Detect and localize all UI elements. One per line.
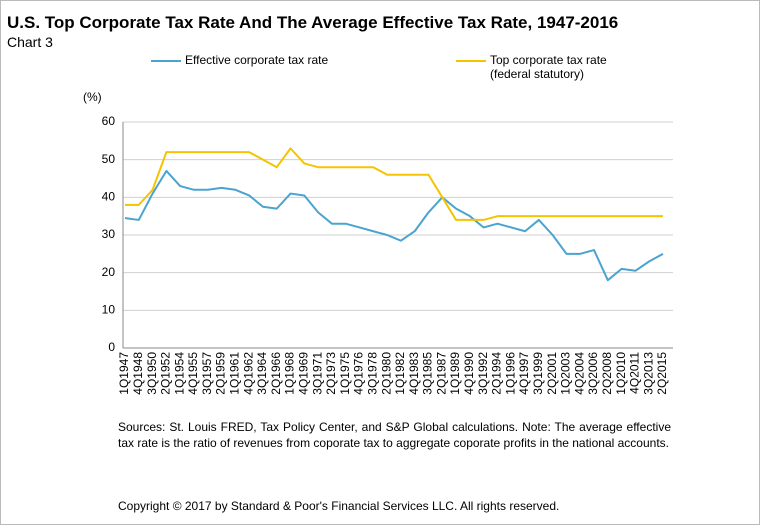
x-tick-label: 2Q1966	[269, 352, 283, 395]
legend-label: Top corporate tax rate (federal statutor…	[490, 53, 607, 81]
x-tick-label: 3Q1999	[531, 352, 545, 395]
legend-swatch	[151, 60, 181, 62]
source-note: Sources: St. Louis FRED, Tax Policy Cent…	[118, 420, 671, 450]
x-tick-label: 3Q2006	[586, 352, 600, 395]
x-tick-label: 2Q1973	[324, 352, 338, 395]
chart-subtitle: Chart 3	[7, 34, 53, 50]
x-tick-label: 3Q2013	[641, 352, 655, 395]
x-tick-label: 1Q1982	[393, 352, 407, 395]
y-tick-label: 0	[108, 340, 115, 354]
y-tick-label: 50	[102, 152, 116, 166]
x-tick-label: 2Q1952	[159, 352, 173, 395]
copyright: Copyright © 2017 by Standard & Poor's Fi…	[118, 499, 560, 513]
x-tick-label: 3Q1950	[145, 352, 159, 395]
y-tick-label: 20	[102, 265, 116, 279]
x-tick-label: 3Q1985	[421, 352, 435, 395]
x-tick-label: 2Q2015	[655, 352, 669, 395]
legend-swatch	[456, 60, 486, 62]
chart-title: U.S. Top Corporate Tax Rate And The Aver…	[7, 13, 619, 32]
series-line	[124, 169, 664, 282]
x-tick-label: 3Q1978	[365, 352, 379, 395]
x-tick-label: 1Q1954	[172, 352, 186, 395]
x-tick-label: 4Q1955	[186, 352, 200, 395]
x-tick-label: 4Q1990	[462, 352, 476, 395]
x-tick-label: 4Q2011	[628, 352, 642, 394]
x-tick-label: 1Q2010	[614, 352, 628, 395]
x-tick-label: 3Q1992	[476, 352, 490, 395]
x-tick-label: 2Q1959	[214, 352, 228, 395]
x-tick-label: 1Q1996	[503, 352, 517, 395]
y-axis-label: (%)	[83, 90, 102, 104]
x-tick-label: 4Q1983	[407, 352, 421, 395]
x-tick-label: 1Q1968	[283, 352, 297, 395]
x-tick-label: 1Q1947	[117, 352, 131, 395]
x-tick-label: 2Q1987	[434, 352, 448, 395]
x-tick-label: 1Q1975	[338, 352, 352, 395]
x-tick-label: 3Q1957	[200, 352, 214, 395]
y-tick-label: 60	[102, 114, 116, 128]
x-tick-label: 1Q1989	[448, 352, 462, 395]
x-tick-label: 2Q2008	[600, 352, 614, 395]
x-tick-label: 2Q1980	[379, 352, 393, 395]
x-tick-label: 4Q1962	[241, 352, 255, 395]
x-tick-label: 2Q2001	[545, 352, 559, 395]
x-tick-label: 4Q1997	[517, 352, 531, 395]
x-tick-label: 4Q1969	[297, 352, 311, 395]
y-tick-label: 10	[102, 303, 116, 317]
y-tick-label: 30	[102, 227, 116, 241]
x-tick-label: 1Q1961	[228, 352, 242, 395]
x-tick-label: 1Q2003	[559, 352, 573, 395]
legend-label: Effective corporate tax rate	[185, 53, 329, 67]
x-tick-label: 2Q1994	[490, 352, 504, 395]
y-tick-label: 40	[102, 190, 116, 204]
series-line	[125, 147, 663, 221]
x-tick-label: 3Q1971	[310, 352, 324, 395]
x-tick-label: 4Q1976	[352, 352, 366, 395]
x-tick-label: 4Q2004	[572, 352, 586, 395]
x-tick-label: 4Q1948	[131, 352, 145, 395]
x-tick-label: 3Q1964	[255, 352, 269, 395]
